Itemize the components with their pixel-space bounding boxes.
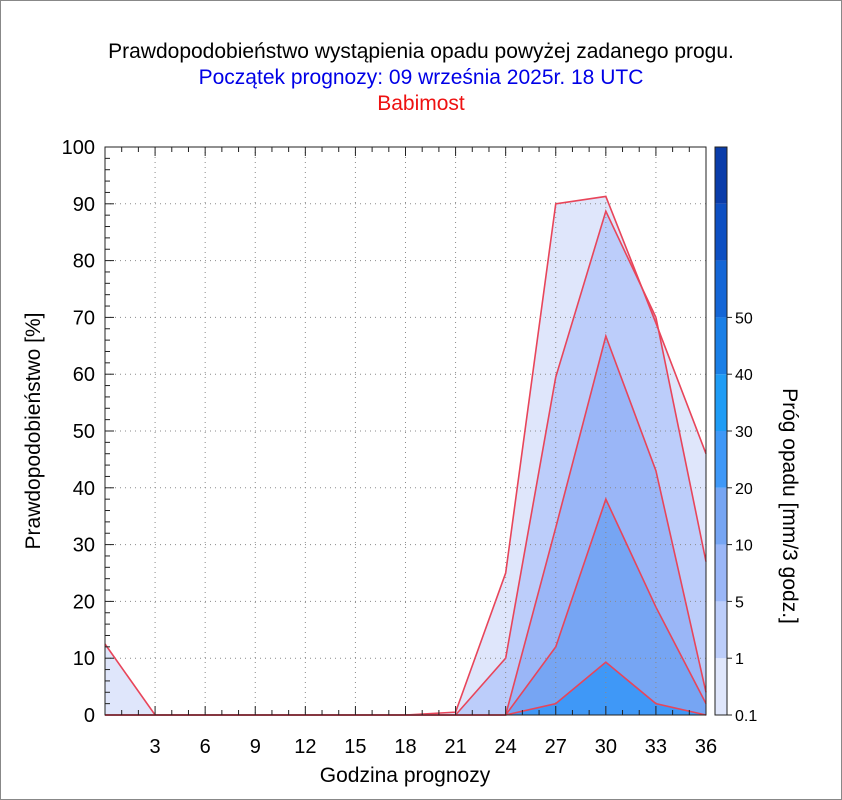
location-label: Babimost [377, 92, 465, 115]
x-tick-label: 33 [645, 736, 667, 758]
colorbar-tick-label: 1 [735, 651, 744, 668]
y-tick-label: 40 [73, 478, 95, 500]
x-axis-label: Godzina prognozy [320, 764, 491, 787]
y-tick-label: 50 [73, 421, 95, 443]
colorbar-segment [715, 658, 727, 715]
colorbar-tick-label: 0.1 [735, 708, 757, 725]
y-tick-label: 90 [73, 194, 95, 216]
forecast-start-subtitle: Początek prognozy: 09 września 2025r. 18… [198, 66, 644, 89]
colorbar: 0.1 1 5 10 20 30 40 50 [714, 146, 757, 725]
area-threshold-20 [105, 662, 706, 715]
colorbar-tick-label: 50 [735, 310, 753, 327]
x-tick-label: 12 [294, 736, 316, 758]
colorbar-tick-label: 40 [735, 367, 753, 384]
colorbar-segment [715, 544, 727, 602]
y-tick-label: 30 [73, 535, 95, 557]
y-axis-label: Prawdopodobieństwo [%] [22, 313, 45, 550]
colorbar-label: Próg opadu [mm/3 godz.] [778, 388, 801, 624]
y-tick-label: 10 [73, 648, 95, 670]
area-threshold-5 [105, 336, 706, 715]
x-tick-label: 15 [344, 736, 366, 758]
y-tick-label: 80 [73, 251, 95, 273]
x-tick-label: 6 [200, 736, 211, 758]
x-tick-label: 36 [695, 736, 717, 758]
probability-areas [105, 196, 706, 715]
x-tick-label: 21 [444, 736, 466, 758]
area-threshold-10 [105, 499, 706, 715]
colorbar-tick-label: 10 [735, 538, 753, 555]
x-tick-label: 18 [394, 736, 416, 758]
chart-title: Prawdopodobieństwo wystąpienia opadu pow… [108, 40, 734, 63]
colorbar-segment [715, 431, 727, 488]
colorbar-segment [715, 374, 727, 431]
y-tick-label: 60 [73, 364, 95, 386]
colorbar-segment [715, 601, 727, 659]
y-tick-label: 70 [73, 307, 95, 329]
y-tick-label: 100 [62, 137, 95, 159]
colorbar-segment [715, 203, 727, 261]
y-tick-label: 0 [84, 705, 95, 727]
x-tick-label: 27 [545, 736, 567, 758]
x-tick-label: 3 [150, 736, 161, 758]
colorbar-tick-label: 30 [735, 424, 753, 441]
colorbar-segment [715, 147, 727, 204]
x-tick-label: 9 [250, 736, 261, 758]
y-tick-label: 20 [73, 591, 95, 613]
x-tick-label: 30 [595, 736, 617, 758]
colorbar-segment [715, 317, 727, 375]
colorbar-tick-label: 20 [735, 481, 753, 498]
axes: 3 6 9 12 15 18 21 24 27 30 33 360102030405060708090… [62, 137, 718, 758]
colorbar-tick-label: 5 [735, 594, 744, 611]
grid-lines [105, 147, 706, 715]
colorbar-segment [715, 487, 727, 545]
x-tick-label: 24 [495, 736, 517, 758]
colorbar-segment [715, 260, 727, 318]
